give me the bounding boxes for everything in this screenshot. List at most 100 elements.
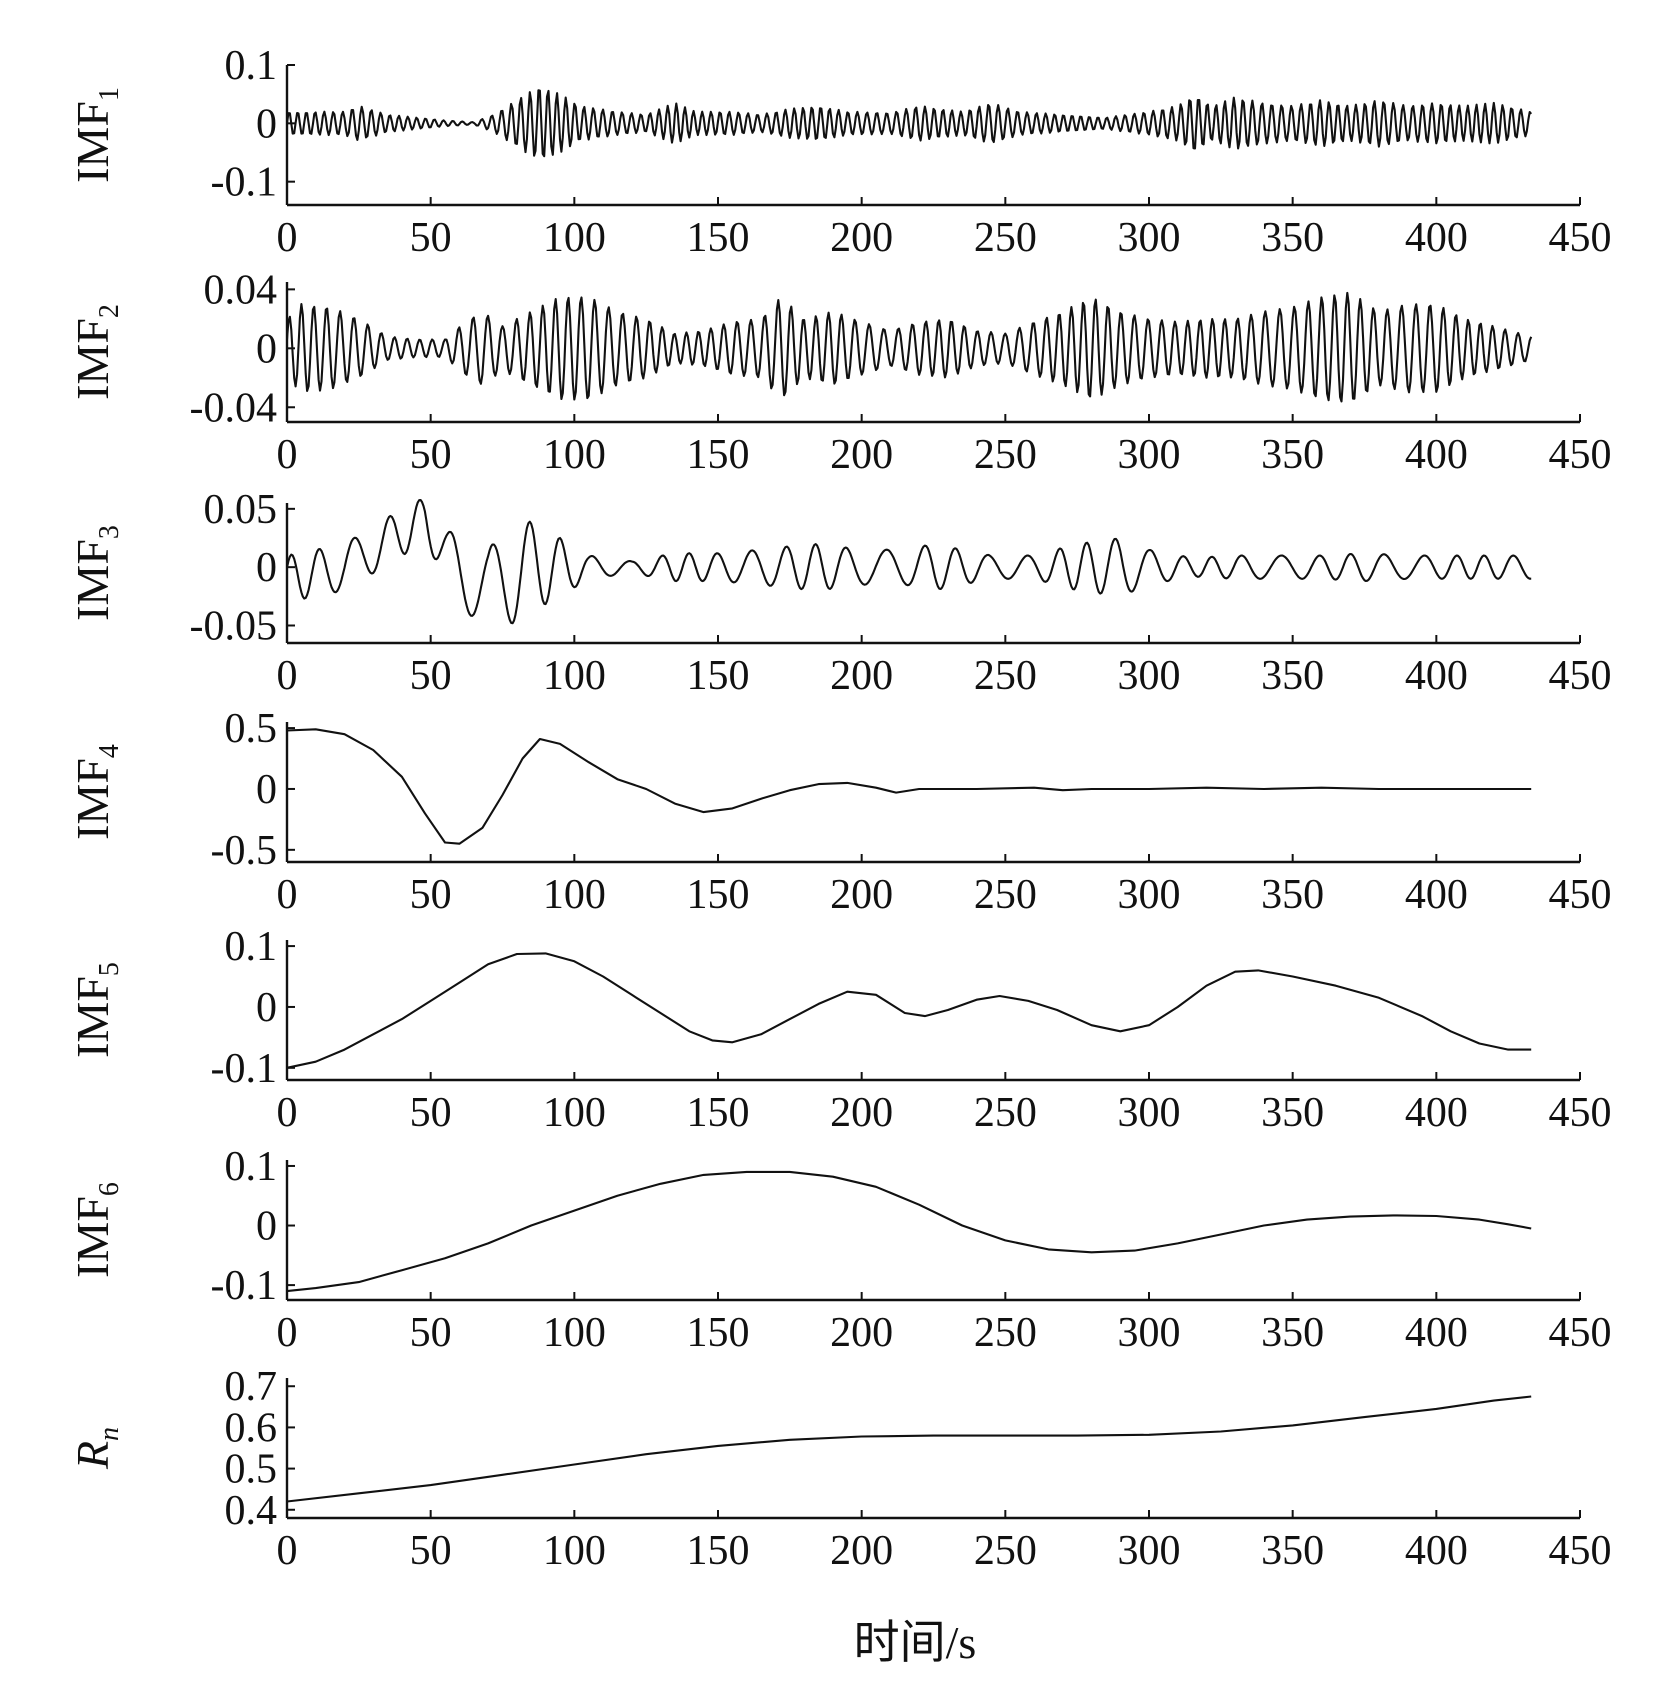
- x-tick-label: 150: [687, 1310, 750, 1356]
- y-axis-title-sub: 4: [94, 744, 125, 758]
- y-axis-title-main: IMF: [67, 1196, 118, 1278]
- x-tick-label: 100: [543, 1528, 606, 1574]
- x-tick-label: 0: [277, 653, 298, 699]
- x-tick-label: 450: [1549, 1310, 1612, 1356]
- y-tick-label: -0.1: [211, 1263, 278, 1309]
- x-tick-label: 350: [1261, 872, 1324, 918]
- y-axis-title: Rn: [67, 1427, 125, 1470]
- x-tick-label: 400: [1405, 1310, 1468, 1356]
- x-tick-label: 250: [974, 432, 1037, 478]
- x-tick-label: 100: [543, 432, 606, 478]
- x-tick-label: 150: [687, 872, 750, 918]
- panel-7: 0.70.60.50.40 50 100 150 200 250 300 350 400 450 R…: [67, 1364, 1612, 1574]
- x-tick-label: 350: [1261, 1310, 1324, 1356]
- x-tick-label: 100: [543, 215, 606, 261]
- y-axis-title-sub: 3: [94, 525, 125, 539]
- x-tick-label: 200: [830, 215, 893, 261]
- x-tick-label: 400: [1405, 872, 1468, 918]
- x-tick-label: 0: [277, 432, 298, 478]
- x-tick-label: 350: [1261, 653, 1324, 699]
- x-tick-label: 300: [1118, 432, 1181, 478]
- y-axis-title: IMF3: [67, 525, 125, 621]
- x-tick-label: 150: [687, 1528, 750, 1574]
- x-tick-label: 150: [687, 1090, 750, 1136]
- x-tick-label: 0: [277, 1310, 298, 1356]
- series-line: [285, 291, 1533, 403]
- y-tick-label: 0.7: [225, 1364, 278, 1410]
- y-tick-label: 0: [256, 767, 277, 813]
- x-tick-label: 450: [1549, 215, 1612, 261]
- y-axis-title-sub: 5: [94, 962, 125, 976]
- series-line: [286, 728, 1532, 845]
- y-axis-title-sub: 2: [94, 304, 125, 318]
- y-tick-label: 0.1: [225, 924, 278, 970]
- y-axis-title: IMF2: [67, 304, 125, 400]
- x-tick-label: 0: [277, 1528, 298, 1574]
- panel-3: 0.050-0.050 50 100 150 200 250 300 350 400 450IMF…: [67, 487, 1612, 699]
- x-tick-label: 250: [974, 872, 1037, 918]
- x-tick-label: 250: [974, 1310, 1037, 1356]
- x-tick-label: 250: [974, 653, 1037, 699]
- y-axis-title-main: IMF: [67, 539, 118, 621]
- x-tick-label: 400: [1405, 1528, 1468, 1574]
- x-axis-title: 时间/s: [854, 1617, 977, 1668]
- panel-2: 0.040-0.040 50 100 150 200 250 300 350 400 450IMF…: [67, 267, 1612, 478]
- y-tick-label: 0.05: [204, 487, 278, 533]
- y-axis-title-sub: n: [94, 1427, 125, 1441]
- y-tick-label: 0.5: [225, 706, 278, 752]
- series-line: [286, 952, 1532, 1069]
- x-tick-label: 150: [687, 215, 750, 261]
- x-tick-label: 450: [1549, 872, 1612, 918]
- x-tick-label: 50: [410, 653, 452, 699]
- x-tick-label: 150: [687, 432, 750, 478]
- x-tick-label: 450: [1549, 432, 1612, 478]
- x-tick-label: 50: [410, 1090, 452, 1136]
- y-tick-label: 0: [256, 985, 277, 1031]
- x-tick-label: 200: [830, 1528, 893, 1574]
- x-tick-label: 400: [1405, 1090, 1468, 1136]
- series-line: [286, 1395, 1532, 1503]
- x-tick-label: 300: [1118, 872, 1181, 918]
- x-tick-label: 50: [410, 872, 452, 918]
- x-tick-label: 300: [1118, 1090, 1181, 1136]
- y-axis-title-main: IMF: [67, 101, 118, 183]
- y-axis-title: IMF4: [67, 744, 125, 840]
- x-tick-label: 100: [543, 653, 606, 699]
- x-tick-label: 250: [974, 1090, 1037, 1136]
- y-axis-title-main: R: [67, 1441, 118, 1470]
- x-tick-label: 350: [1261, 1090, 1324, 1136]
- y-axis-title: IMF5: [67, 962, 125, 1058]
- x-tick-label: 300: [1118, 215, 1181, 261]
- y-tick-label: 0.04: [204, 267, 278, 313]
- x-tick-label: 300: [1118, 1528, 1181, 1574]
- x-tick-label: 0: [277, 1090, 298, 1136]
- x-tick-label: 400: [1405, 653, 1468, 699]
- y-axis-title-main: IMF: [67, 758, 118, 840]
- y-axis-title-sub: 1: [94, 87, 125, 101]
- x-tick-label: 0: [277, 215, 298, 261]
- x-tick-label: 200: [830, 1310, 893, 1356]
- y-tick-label: 0: [256, 1204, 277, 1250]
- x-tick-label: 200: [830, 432, 893, 478]
- x-tick-label: 100: [543, 1310, 606, 1356]
- x-tick-label: 450: [1549, 1090, 1612, 1136]
- y-tick-label: 0.6: [225, 1405, 278, 1451]
- series-line: [286, 1170, 1532, 1293]
- y-tick-label: 0: [256, 545, 277, 591]
- panels: 0.10-0.10 50 100 150 200 250 300 350 400 450IMF10…: [67, 43, 1612, 1574]
- series-line: [285, 498, 1532, 625]
- y-tick-label: 0.1: [225, 1144, 278, 1190]
- y-axis-title-main: IMF: [67, 976, 118, 1058]
- x-tick-label: 200: [830, 872, 893, 918]
- x-tick-label: 250: [974, 215, 1037, 261]
- y-tick-label: 0: [256, 101, 277, 147]
- y-axis-title: IMF1: [67, 87, 125, 183]
- x-tick-label: 50: [410, 1310, 452, 1356]
- x-tick-label: 450: [1549, 653, 1612, 699]
- y-tick-label: 0.1: [225, 43, 278, 89]
- x-tick-label: 50: [410, 215, 452, 261]
- x-tick-label: 400: [1405, 215, 1468, 261]
